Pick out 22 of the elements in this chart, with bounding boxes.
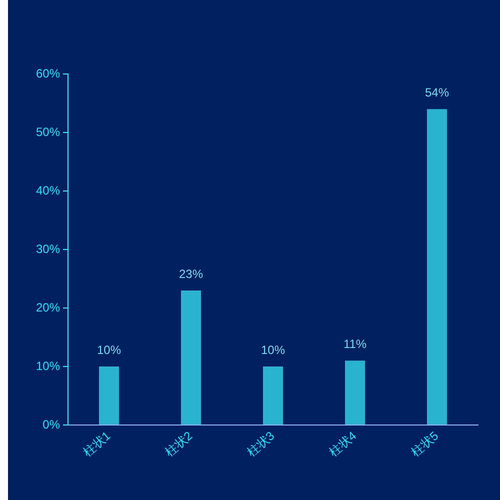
bar (426, 109, 448, 424)
bar (180, 290, 202, 424)
data-label: 54% (424, 85, 450, 100)
y-tick-label: 20% (36, 300, 60, 314)
y-tick-label: 10% (36, 358, 60, 373)
x-tick-label: 柱状5 (408, 428, 442, 460)
y-tick-label: 50% (36, 124, 60, 139)
x-tick-label: 柱状2 (162, 428, 196, 460)
y-tick-label: 30% (36, 242, 60, 256)
data-label: 10% (260, 342, 286, 357)
x-tick-label: 柱状1 (80, 428, 114, 460)
data-label: 10% (96, 342, 122, 357)
y-tick-label: 60% (36, 66, 60, 80)
data-label: 23% (178, 266, 204, 281)
x-tick-label: 柱状3 (244, 428, 278, 460)
bar (262, 366, 284, 424)
y-tick-label: 0% (42, 417, 60, 432)
y-tick-label: 40% (36, 183, 60, 198)
x-tick-label: 柱状4 (326, 428, 360, 460)
data-label: 11% (343, 336, 367, 351)
bar (344, 360, 366, 424)
bar (98, 366, 120, 424)
